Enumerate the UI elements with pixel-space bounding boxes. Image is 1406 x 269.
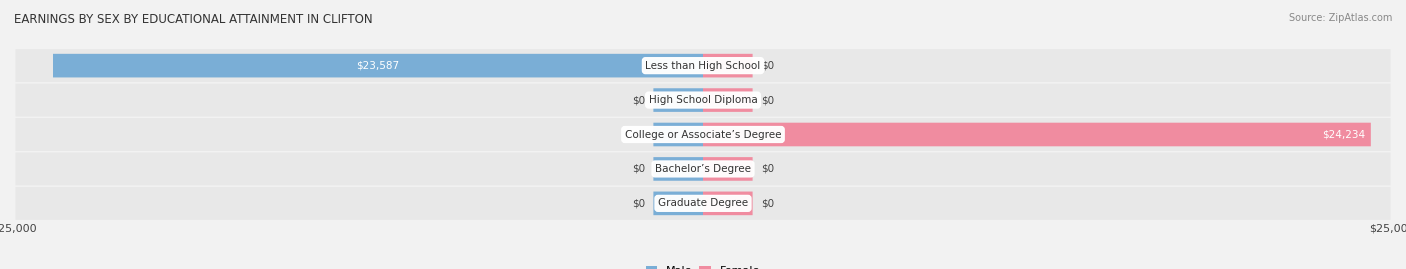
Text: Source: ZipAtlas.com: Source: ZipAtlas.com [1288, 13, 1392, 23]
FancyBboxPatch shape [654, 192, 703, 215]
Text: $23,587: $23,587 [357, 61, 399, 71]
Text: $24,234: $24,234 [1322, 129, 1365, 140]
FancyBboxPatch shape [703, 54, 752, 77]
FancyBboxPatch shape [654, 157, 703, 181]
FancyBboxPatch shape [15, 49, 1391, 82]
Text: Graduate Degree: Graduate Degree [658, 198, 748, 208]
FancyBboxPatch shape [654, 123, 703, 146]
Text: $0: $0 [761, 164, 773, 174]
Text: EARNINGS BY SEX BY EDUCATIONAL ATTAINMENT IN CLIFTON: EARNINGS BY SEX BY EDUCATIONAL ATTAINMEN… [14, 13, 373, 26]
FancyBboxPatch shape [53, 54, 703, 77]
Text: $0: $0 [633, 129, 645, 140]
FancyBboxPatch shape [654, 88, 703, 112]
Text: College or Associate’s Degree: College or Associate’s Degree [624, 129, 782, 140]
Text: $0: $0 [633, 95, 645, 105]
FancyBboxPatch shape [703, 192, 752, 215]
FancyBboxPatch shape [703, 123, 1371, 146]
FancyBboxPatch shape [15, 118, 1391, 151]
Text: Less than High School: Less than High School [645, 61, 761, 71]
Text: $0: $0 [761, 198, 773, 208]
FancyBboxPatch shape [15, 187, 1391, 220]
Legend: Male, Female: Male, Female [641, 261, 765, 269]
Text: $0: $0 [633, 164, 645, 174]
Text: Bachelor’s Degree: Bachelor’s Degree [655, 164, 751, 174]
Text: $0: $0 [761, 95, 773, 105]
Text: $0: $0 [761, 61, 773, 71]
FancyBboxPatch shape [703, 88, 752, 112]
FancyBboxPatch shape [15, 84, 1391, 116]
Text: $0: $0 [633, 198, 645, 208]
FancyBboxPatch shape [703, 157, 752, 181]
FancyBboxPatch shape [15, 153, 1391, 185]
Text: High School Diploma: High School Diploma [648, 95, 758, 105]
